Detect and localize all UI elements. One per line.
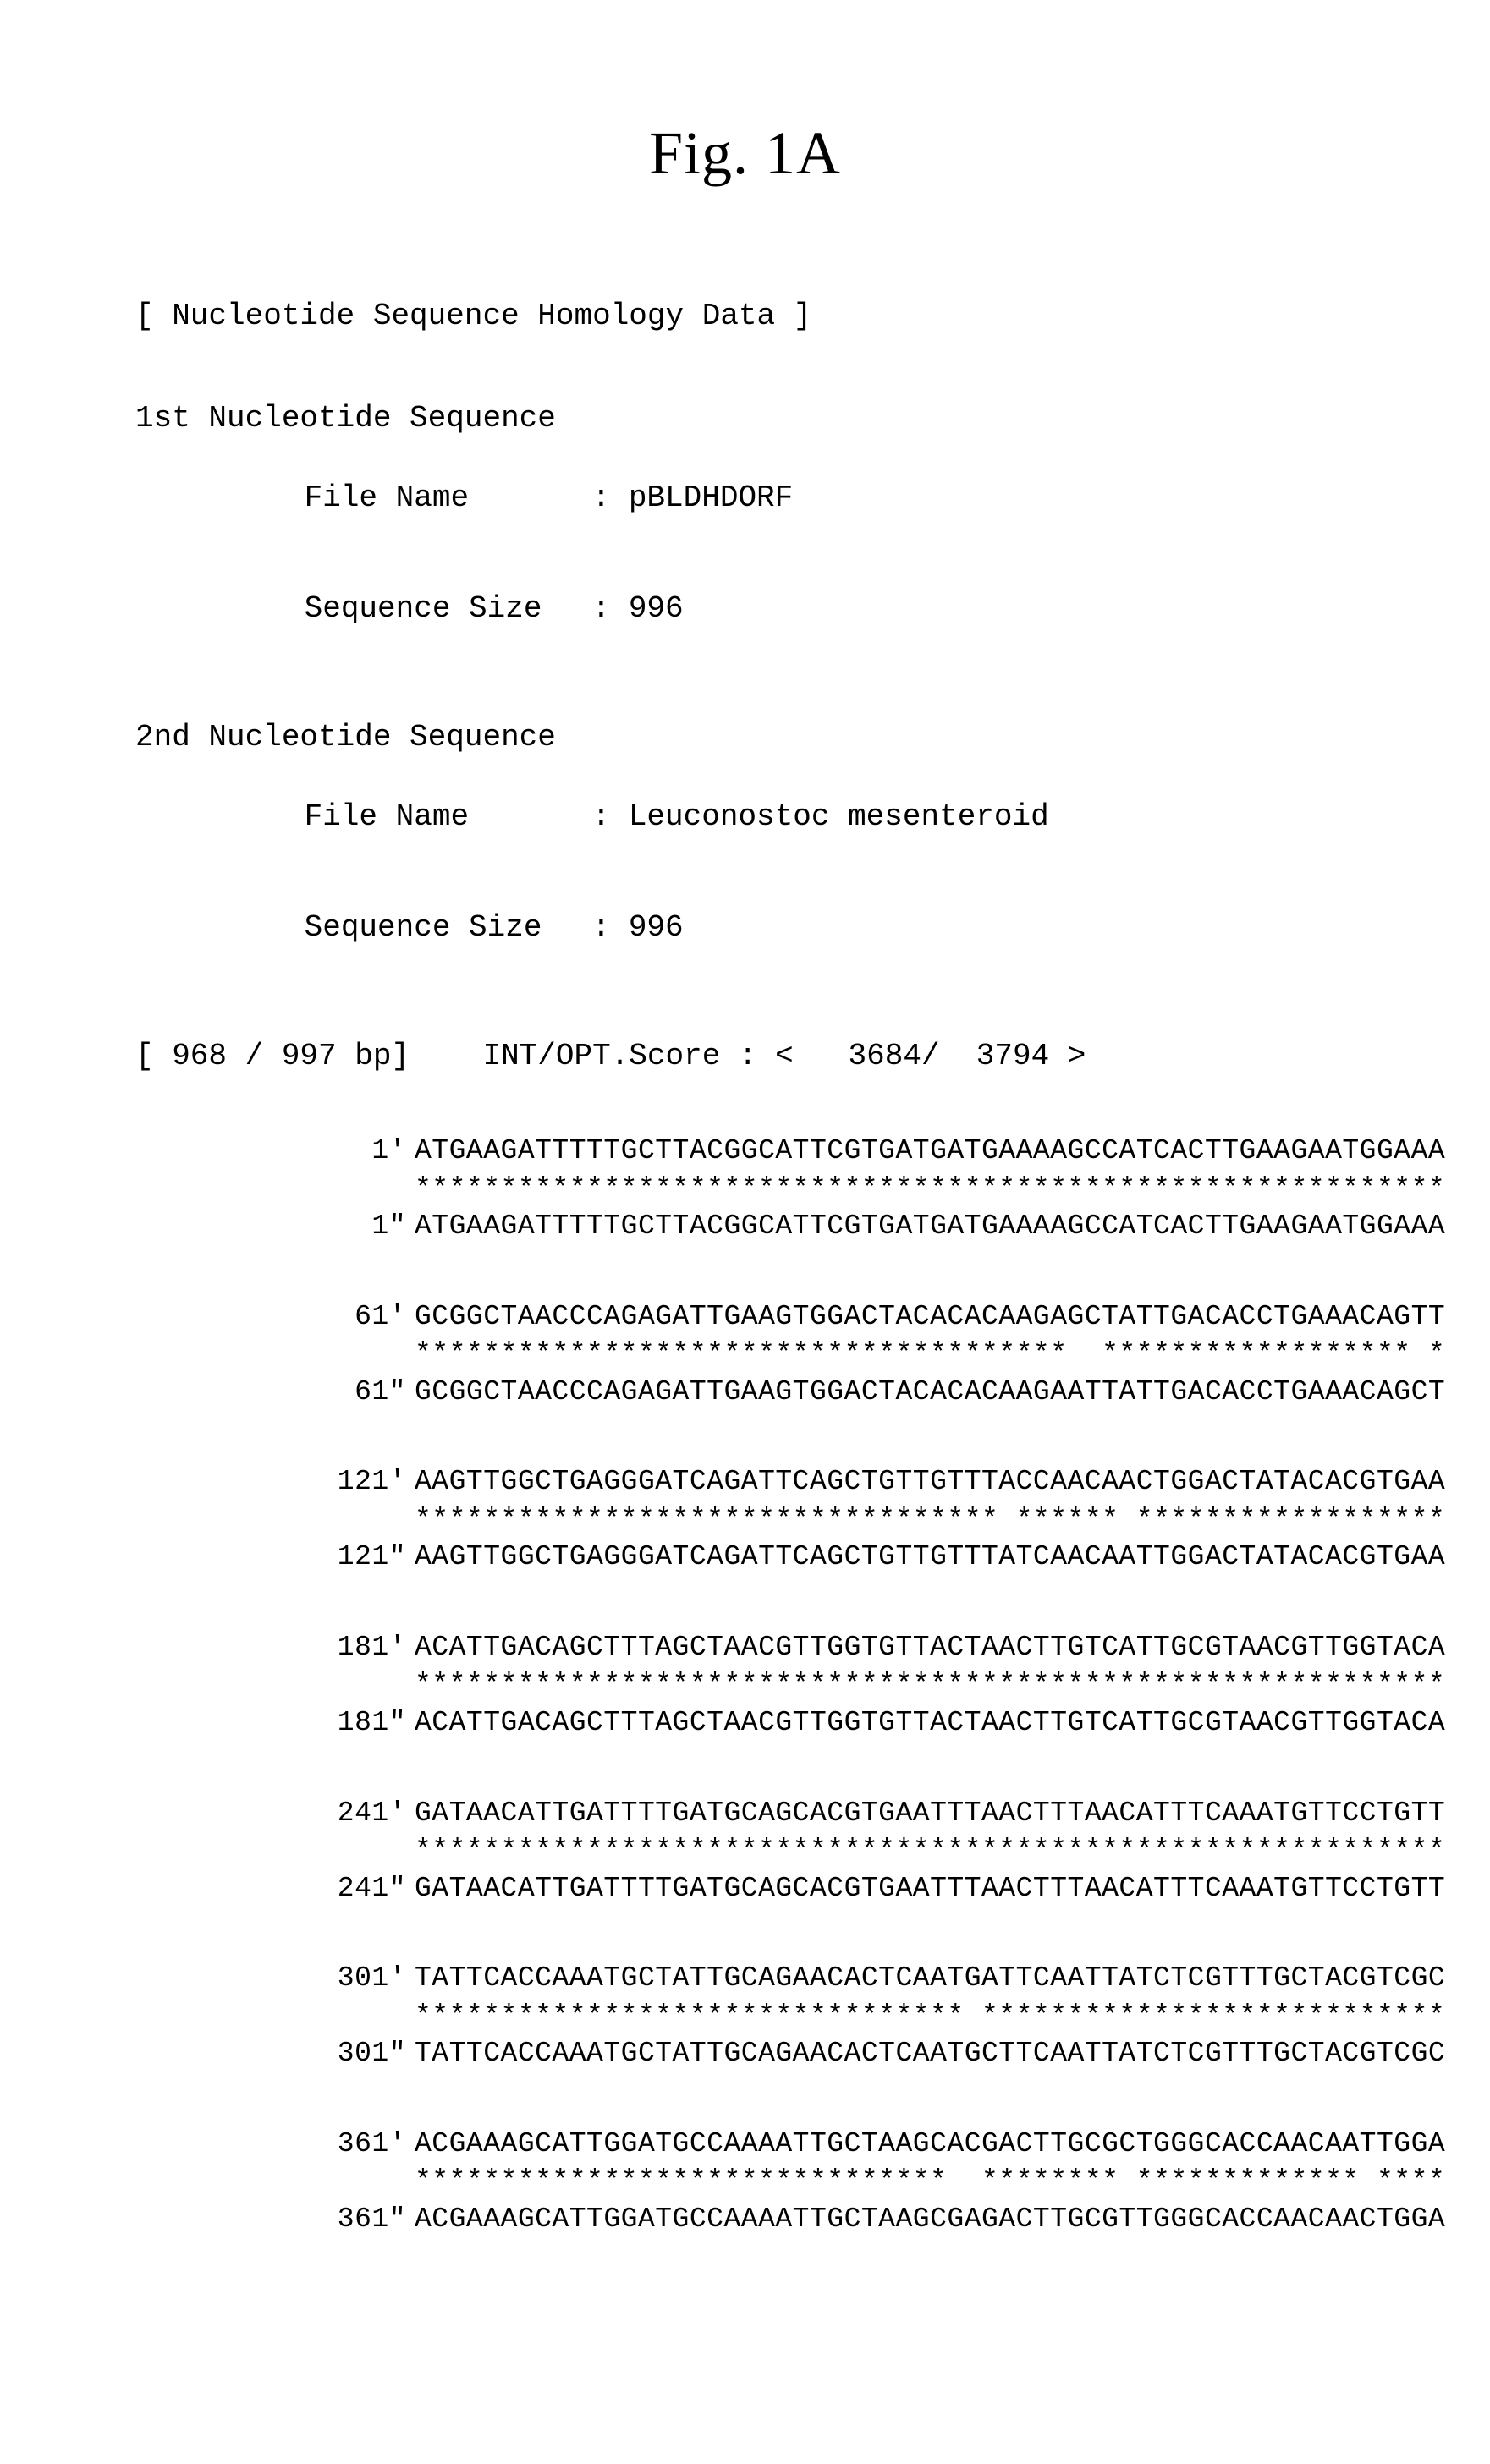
seq2-position: 61" <box>313 1374 406 1412</box>
seq1-sequence: GATAACATTGATTTTGATGCAGCACGTGAATTTAACTTTA… <box>415 1797 1445 1829</box>
seq1-position: 1' <box>313 1133 406 1171</box>
seq2-sequence: ACATTGACAGCTTTAGCTAACGTTGGTGTTACTAACTTGT… <box>415 1707 1445 1738</box>
seq2-line: 121"AAGTTGGCTGAGGGATCAGATTCAGCTGTTGTTTAT… <box>313 1539 1355 1577</box>
seq2-sequence: TATTCACCAAATGCTATTGCAGAACACTCAATGCTTCAAT… <box>415 2038 1445 2069</box>
seq1-sequence: TATTCACCAAATGCTATTGCAGAACACTCAATGATTCAAT… <box>415 1962 1445 1994</box>
alignment-block: 181'ACATTGACAGCTTTAGCTAACGTTGGTGTTACTAAC… <box>313 1629 1355 1742</box>
page-container: Fig. 1A [ Nucleotide Sequence Homology D… <box>0 0 1490 2464</box>
seq2-sequence: GATAACATTGATTTTGATGCAGCACGTGAATTTAACTTTA… <box>415 1873 1445 1904</box>
seq1-position: 61' <box>313 1298 406 1336</box>
match-line: ******************************** *******… <box>313 1998 1355 2036</box>
seq2-size-label: Sequence Size <box>305 910 592 945</box>
seq2-line: 1"ATGAAGATTTTTGCTTACGGCATTCGTGATGATGAAAA… <box>313 1208 1355 1246</box>
seq2-file-row: File Name: Leuconostoc mesenteroid <box>195 765 1355 869</box>
seq2-position: 181" <box>313 1704 406 1742</box>
alignment-block: 61'GCGGCTAACCCAGAGATTGAAGTGGACTACACACAAG… <box>313 1298 1355 1412</box>
seq2-size-row: Sequence Size: 996 <box>195 875 1355 980</box>
seq1-info-block: 1st Nucleotide Sequence File Name: pBLDH… <box>135 401 1355 661</box>
seq1-size-row: Sequence Size: 996 <box>195 557 1355 661</box>
figure-title: Fig. 1A <box>135 118 1355 189</box>
seq2-size-value: : 996 <box>592 910 684 945</box>
alignment-container: 1'ATGAAGATTTTTGCTTACGGCATTCGTGATGATGAAAA… <box>313 1133 1355 2238</box>
seq2-position: 241" <box>313 1870 406 1908</box>
section-heading: [ Nucleotide Sequence Homology Data ] <box>135 299 1355 333</box>
seq1-position: 181' <box>313 1629 406 1667</box>
seq2-line: 301"TATTCACCAAATGCTATTGCAGAACACTCAATGCTT… <box>313 2035 1355 2073</box>
seq2-sequence: ACGAAAGCATTGGATGCCAAAATTGCTAAGCGAGACTTGC… <box>415 2203 1445 2235</box>
match-line: ****************************************… <box>313 1666 1355 1704</box>
seq2-line: 241"GATAACATTGATTTTGATGCAGCACGTGAATTTAAC… <box>313 1870 1355 1908</box>
match-markers: ****************************************… <box>415 1669 1445 1700</box>
seq2-sequence: GCGGCTAACCCAGAGATTGAAGTGGACTACACACAAGAAT… <box>415 1376 1445 1408</box>
seq1-position: 361' <box>313 2126 406 2164</box>
seq1-sequence: ACATTGACAGCTTTAGCTAACGTTGGTGTTACTAACTTGT… <box>415 1632 1445 1663</box>
seq1-line: 241'GATAACATTGATTTTGATGCAGCACGTGAATTTAAC… <box>313 1795 1355 1833</box>
match-markers: ****************************************… <box>415 1173 1445 1205</box>
seq1-line: 361'ACGAAAGCATTGGATGCCAAAATTGCTAAGCACGAC… <box>313 2126 1355 2164</box>
seq2-file-label: File Name <box>305 799 592 834</box>
alignment-block: 121'AAGTTGGCTGAGGGATCAGATTCAGCTGTTGTTTAC… <box>313 1463 1355 1577</box>
match-markers: ************************************** *… <box>415 1338 1445 1369</box>
alignment-block: 361'ACGAAAGCATTGGATGCCAAAATTGCTAAGCACGAC… <box>313 2126 1355 2239</box>
seq2-position: 361" <box>313 2201 406 2239</box>
seq2-position: 121" <box>313 1539 406 1577</box>
seq1-position: 121' <box>313 1463 406 1501</box>
match-markers: ******************************* ********… <box>415 2165 1445 2197</box>
seq2-sequence: AAGTTGGCTGAGGGATCAGATTCAGCTGTTGTTTATCAAC… <box>415 1541 1445 1572</box>
seq2-line: 61"GCGGCTAACCCAGAGATTGAAGTGGACTACACACAAG… <box>313 1374 1355 1412</box>
seq1-line: 1'ATGAAGATTTTTGCTTACGGCATTCGTGATGATGAAAA… <box>313 1133 1355 1171</box>
seq1-line: 61'GCGGCTAACCCAGAGATTGAAGTGGACTACACACAAG… <box>313 1298 1355 1336</box>
seq2-title: 2nd Nucleotide Sequence <box>135 720 1355 755</box>
match-line: ****************************************… <box>313 1832 1355 1870</box>
seq1-position: 301' <box>313 1960 406 1998</box>
seq1-line: 121'AAGTTGGCTGAGGGATCAGATTCAGCTGTTGTTTAC… <box>313 1463 1355 1501</box>
seq1-sequence: ACGAAAGCATTGGATGCCAAAATTGCTAAGCACGACTTGC… <box>415 2128 1445 2159</box>
seq2-info-block: 2nd Nucleotide Sequence File Name: Leuco… <box>135 720 1355 980</box>
match-line: ************************************** *… <box>313 1336 1355 1374</box>
seq1-title: 1st Nucleotide Sequence <box>135 401 1355 436</box>
match-line: ****************************************… <box>313 1171 1355 1209</box>
seq1-sequence: GCGGCTAACCCAGAGATTGAAGTGGACTACACACAAGAGC… <box>415 1301 1445 1332</box>
seq1-size-label: Sequence Size <box>305 591 592 626</box>
seq1-sequence: AAGTTGGCTGAGGGATCAGATTCAGCTGTTGTTTACCAAC… <box>415 1466 1445 1497</box>
score-line: [ 968 / 997 bp] INT/OPT.Score : < 3684/ … <box>135 1039 1355 1073</box>
seq1-file-value: : pBLDHDORF <box>592 480 794 515</box>
seq2-position: 1" <box>313 1208 406 1246</box>
match-markers: ****************************************… <box>415 1835 1445 1866</box>
match-markers: ********************************** *****… <box>415 1504 1445 1535</box>
seq1-file-label: File Name <box>305 480 592 515</box>
seq1-file-row: File Name: pBLDHDORF <box>195 446 1355 550</box>
alignment-block: 241'GATAACATTGATTTTGATGCAGCACGTGAATTTAAC… <box>313 1795 1355 1908</box>
seq2-sequence: ATGAAGATTTTTGCTTACGGCATTCGTGATGATGAAAAGC… <box>415 1210 1445 1242</box>
seq2-line: 361"ACGAAAGCATTGGATGCCAAAATTGCTAAGCGAGAC… <box>313 2201 1355 2239</box>
alignment-block: 1'ATGAAGATTTTTGCTTACGGCATTCGTGATGATGAAAA… <box>313 1133 1355 1246</box>
seq1-line: 301'TATTCACCAAATGCTATTGCAGAACACTCAATGATT… <box>313 1960 1355 1998</box>
seq1-sequence: ATGAAGATTTTTGCTTACGGCATTCGTGATGATGAAAAGC… <box>415 1135 1445 1166</box>
seq2-line: 181"ACATTGACAGCTTTAGCTAACGTTGGTGTTACTAAC… <box>313 1704 1355 1742</box>
seq1-position: 241' <box>313 1795 406 1833</box>
seq2-position: 301" <box>313 2035 406 2073</box>
match-markers: ******************************** *******… <box>415 2000 1445 2032</box>
match-line: ********************************** *****… <box>313 1501 1355 1539</box>
seq1-size-value: : 996 <box>592 591 684 626</box>
seq1-line: 181'ACATTGACAGCTTTAGCTAACGTTGGTGTTACTAAC… <box>313 1629 1355 1667</box>
alignment-block: 301'TATTCACCAAATGCTATTGCAGAACACTCAATGATT… <box>313 1960 1355 2073</box>
match-line: ******************************* ********… <box>313 2163 1355 2201</box>
seq2-file-value: : Leuconostoc mesenteroid <box>592 799 1049 834</box>
